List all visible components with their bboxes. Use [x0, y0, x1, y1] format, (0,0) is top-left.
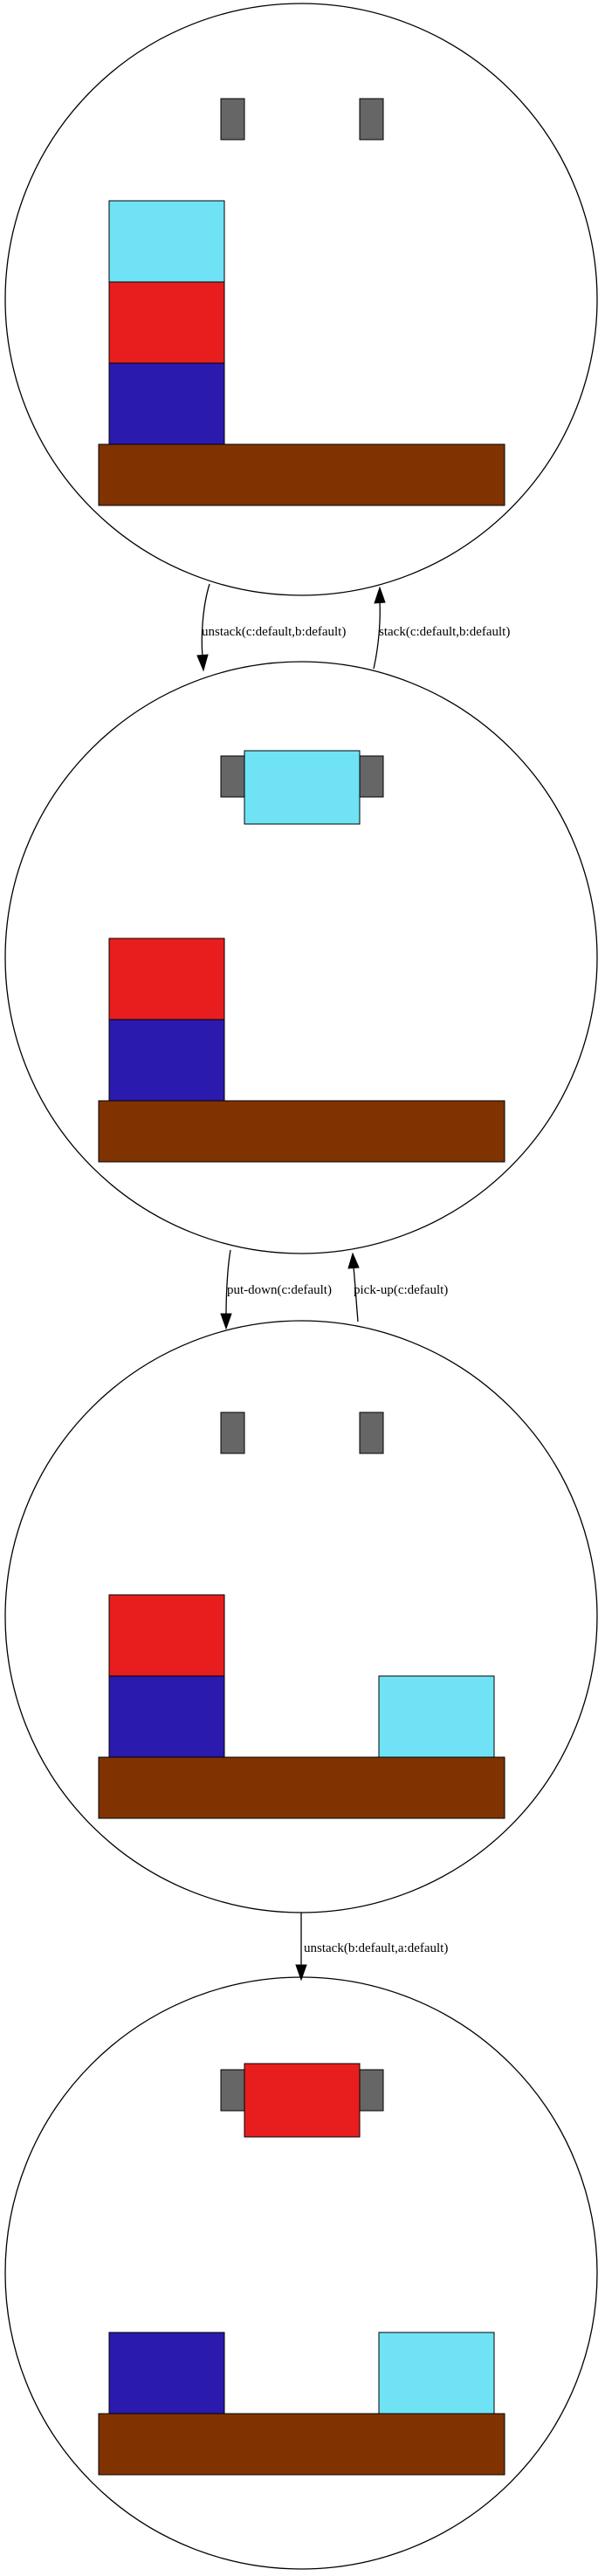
- block-c: [378, 1675, 495, 1758]
- gripper-right: [359, 98, 384, 141]
- transition-put-down-c: put-down(c:default): [220, 1249, 332, 1330]
- arrow-head: [374, 586, 386, 604]
- table: [98, 443, 505, 506]
- block-b: [108, 1594, 225, 1677]
- edge-line: [201, 583, 210, 657]
- state-1: [4, 3, 598, 596]
- edge-label: unstack(b:default,a:default): [304, 1941, 448, 1955]
- state-3-circle: [4, 1320, 598, 1913]
- block-c: [378, 2332, 495, 2415]
- arrow-head: [347, 1252, 360, 1269]
- arrow-head: [196, 654, 209, 672]
- gripper-left: [220, 755, 245, 798]
- block-a: [108, 1675, 225, 1758]
- block-b: [108, 281, 225, 364]
- state-1-circle: [4, 3, 598, 596]
- gripper-right: [359, 2069, 384, 2112]
- gripper-right: [359, 1412, 384, 1454]
- table: [98, 1100, 505, 1163]
- block-c: [108, 200, 225, 283]
- arrow-head: [220, 1313, 232, 1330]
- gripper-left: [220, 2069, 245, 2112]
- transition-unstack-c-b: unstack(c:default,b:default): [196, 583, 346, 672]
- state-2: [4, 661, 598, 1254]
- edge-line: [373, 601, 381, 670]
- held-block-c: [244, 750, 361, 825]
- edge-label: put-down(c:default): [227, 1283, 332, 1297]
- edge-line: [353, 1267, 359, 1322]
- block-a: [108, 1019, 225, 1102]
- transition-unstack-b-a: unstack(b:default,a:default): [295, 1913, 448, 1982]
- table: [98, 1756, 505, 1819]
- arrow-head: [295, 1964, 307, 1982]
- gripper-left: [220, 1412, 245, 1454]
- state-4: [4, 1976, 598, 2570]
- edge-label: stack(c:default,b:default): [379, 625, 510, 639]
- state-3: [4, 1320, 598, 1913]
- table: [98, 2413, 505, 2476]
- block-a: [108, 2332, 225, 2415]
- held-block-b: [244, 2063, 361, 2138]
- edge-line: [225, 1249, 231, 1315]
- block-a: [108, 362, 225, 445]
- gripper-right: [359, 755, 384, 798]
- block-b: [108, 938, 225, 1020]
- gripper-left: [220, 98, 245, 141]
- edge-label: pick-up(c:default): [354, 1283, 448, 1297]
- transition-stack-c-b: stack(c:default,b:default): [373, 586, 510, 670]
- edge-label: unstack(c:default,b:default): [202, 625, 346, 639]
- transition-pick-up-c: pick-up(c:default): [347, 1252, 448, 1322]
